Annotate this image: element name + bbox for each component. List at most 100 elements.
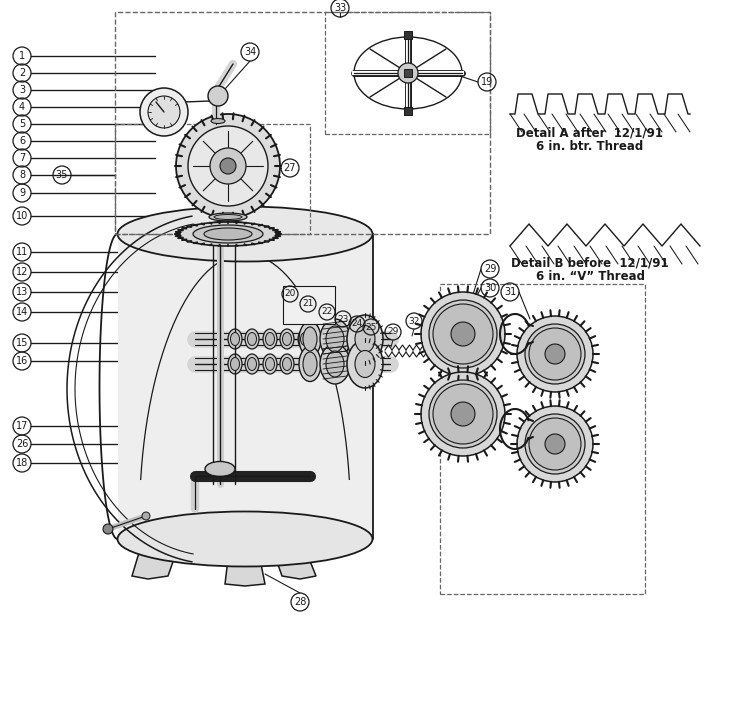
Ellipse shape <box>320 319 350 359</box>
Ellipse shape <box>265 358 274 371</box>
Text: 20: 20 <box>284 290 296 298</box>
Circle shape <box>433 384 493 444</box>
Circle shape <box>421 292 505 376</box>
Ellipse shape <box>265 332 274 345</box>
Text: 11: 11 <box>16 247 28 257</box>
Bar <box>325 12 490 134</box>
Ellipse shape <box>209 221 247 229</box>
Text: Detail B before  12/1/91: Detail B before 12/1/91 <box>511 256 669 269</box>
Text: 18: 18 <box>16 458 28 468</box>
Circle shape <box>429 380 497 448</box>
Ellipse shape <box>347 315 383 363</box>
Text: 24: 24 <box>351 319 362 329</box>
Ellipse shape <box>283 358 292 371</box>
Ellipse shape <box>298 329 312 349</box>
Ellipse shape <box>231 332 239 345</box>
Bar <box>404 31 412 39</box>
Ellipse shape <box>326 351 344 377</box>
Circle shape <box>517 316 593 392</box>
Ellipse shape <box>214 214 242 219</box>
Circle shape <box>525 414 585 474</box>
Circle shape <box>451 322 475 346</box>
Circle shape <box>545 344 565 364</box>
Text: 33: 33 <box>334 3 346 13</box>
Circle shape <box>398 63 418 83</box>
Bar <box>440 284 645 594</box>
Ellipse shape <box>204 228 252 240</box>
Text: 29: 29 <box>387 327 399 337</box>
Text: 19: 19 <box>481 77 493 87</box>
Text: 29: 29 <box>484 264 496 274</box>
Text: 7: 7 <box>19 153 25 163</box>
Circle shape <box>188 126 268 206</box>
Ellipse shape <box>326 326 344 352</box>
Ellipse shape <box>247 332 256 345</box>
Ellipse shape <box>231 358 239 371</box>
Text: 16: 16 <box>16 356 28 366</box>
PathPatch shape <box>117 234 372 539</box>
Text: 2: 2 <box>19 68 25 78</box>
Text: 5: 5 <box>19 119 25 129</box>
Text: 4: 4 <box>19 102 25 112</box>
Text: 12: 12 <box>16 267 28 277</box>
Circle shape <box>429 300 497 368</box>
Text: Detail A after  12/1/91: Detail A after 12/1/91 <box>517 126 663 139</box>
Polygon shape <box>225 529 265 586</box>
Circle shape <box>103 524 113 534</box>
Polygon shape <box>272 529 316 579</box>
Ellipse shape <box>299 347 321 382</box>
Circle shape <box>529 418 581 470</box>
Circle shape <box>148 96 180 128</box>
Ellipse shape <box>214 230 242 235</box>
Ellipse shape <box>209 213 247 221</box>
Circle shape <box>208 86 228 106</box>
Text: 23: 23 <box>338 314 349 324</box>
Text: 13: 13 <box>16 287 28 297</box>
Ellipse shape <box>211 119 225 124</box>
Circle shape <box>451 402 475 426</box>
Bar <box>404 107 412 115</box>
Text: 3: 3 <box>19 85 25 95</box>
Ellipse shape <box>347 340 383 388</box>
Ellipse shape <box>117 511 372 566</box>
Ellipse shape <box>178 222 278 246</box>
Text: 31: 31 <box>504 287 516 297</box>
Bar <box>404 69 412 77</box>
Ellipse shape <box>303 327 317 351</box>
Ellipse shape <box>301 332 310 345</box>
Ellipse shape <box>263 354 277 374</box>
Circle shape <box>140 88 188 136</box>
Ellipse shape <box>245 329 259 349</box>
Text: 32: 32 <box>408 316 420 326</box>
Text: 1: 1 <box>19 51 25 61</box>
Ellipse shape <box>303 352 317 376</box>
Ellipse shape <box>280 329 294 349</box>
Ellipse shape <box>247 358 256 371</box>
Circle shape <box>545 434 565 454</box>
Text: 14: 14 <box>16 307 28 317</box>
Circle shape <box>176 114 280 218</box>
Text: 6: 6 <box>19 136 25 146</box>
Ellipse shape <box>205 461 235 476</box>
Circle shape <box>433 304 493 364</box>
Ellipse shape <box>245 354 259 374</box>
Text: 6 in. “V” Thread: 6 in. “V” Thread <box>535 270 644 283</box>
Ellipse shape <box>214 222 242 227</box>
Ellipse shape <box>117 206 372 261</box>
Bar <box>283 286 335 324</box>
Bar <box>115 12 490 234</box>
Text: 15: 15 <box>16 338 28 348</box>
Text: 28: 28 <box>294 597 306 607</box>
Polygon shape <box>132 529 180 579</box>
Text: 26: 26 <box>16 439 28 449</box>
Text: 8: 8 <box>19 170 25 180</box>
Text: 34: 34 <box>244 47 256 57</box>
Text: 21: 21 <box>302 300 314 308</box>
Text: 25: 25 <box>365 322 377 332</box>
Ellipse shape <box>263 329 277 349</box>
Ellipse shape <box>228 329 242 349</box>
Text: 30: 30 <box>484 283 496 293</box>
Ellipse shape <box>355 326 375 353</box>
Ellipse shape <box>355 350 375 377</box>
Circle shape <box>210 148 246 184</box>
